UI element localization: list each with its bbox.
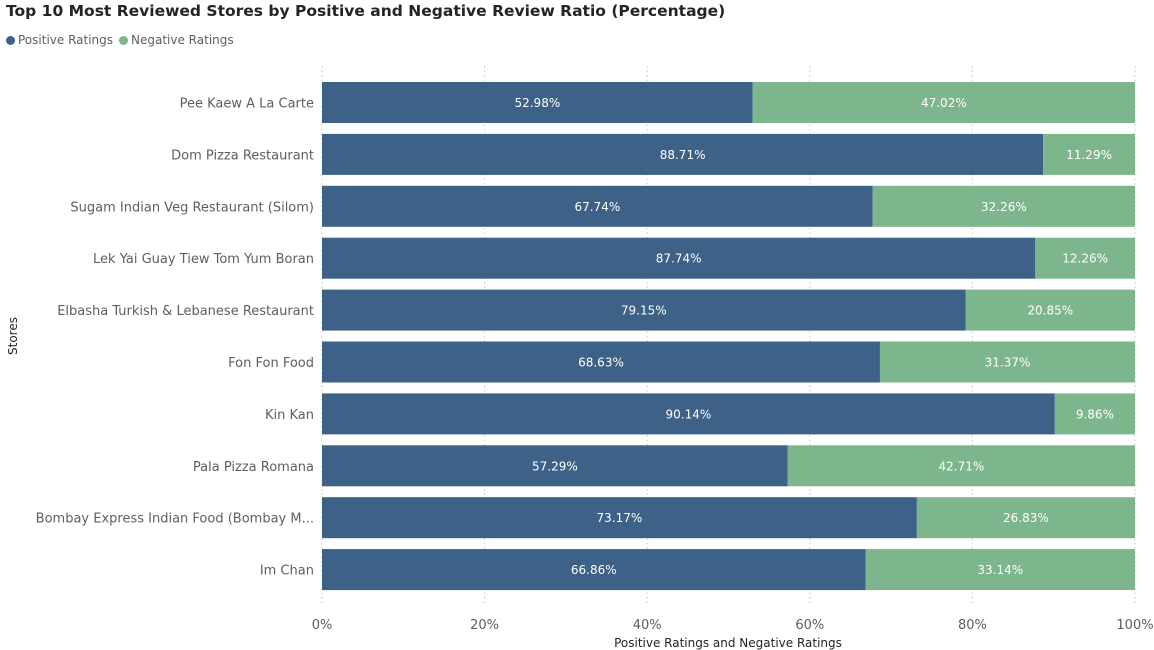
data-label-positive: 73.17% (597, 511, 643, 525)
bar-positive[interactable] (322, 549, 866, 591)
legend-item-negative[interactable]: Negative Ratings (119, 33, 234, 47)
category-label: Pee Kaew A La Carte (180, 97, 314, 112)
bar-negative[interactable] (916, 497, 1135, 539)
bar-positive[interactable] (322, 393, 1055, 435)
x-axis-title: Positive Ratings and Negative Ratings (614, 636, 842, 650)
data-label-negative: 11.29% (1066, 148, 1112, 162)
data-label-positive: 67.74% (574, 200, 620, 214)
category-label: Kin Kan (265, 408, 314, 423)
y-axis-title: Stores (6, 317, 20, 355)
data-label-negative: 12.26% (1062, 252, 1108, 266)
bar-positive[interactable] (322, 185, 873, 227)
bars: 52.98% 47.02% 88.71% 11.29% 67.74% 32.26% 87.7… (322, 82, 1135, 591)
data-label-negative: 42.71% (939, 459, 985, 473)
bar-positive[interactable] (322, 497, 917, 539)
x-tick-label: 20% (470, 618, 499, 633)
bar-negative[interactable] (879, 341, 1135, 383)
data-label-positive: 57.29% (532, 459, 578, 473)
bar-negative[interactable] (1035, 237, 1135, 279)
data-label-positive: 87.74% (656, 252, 702, 266)
category-label: Bombay Express Indian Food (Bombay M... (36, 512, 314, 527)
category-label: Dom Pizza Restaurant (171, 148, 314, 163)
bar-positive[interactable] (322, 82, 753, 123)
category-label: Pala Pizza Romana (193, 460, 314, 475)
x-tick-label: 60% (795, 618, 824, 633)
data-label-positive: 90.14% (666, 407, 712, 421)
bar-negative[interactable] (965, 289, 1135, 331)
bar-positive[interactable] (322, 445, 788, 487)
category-label: Sugam Indian Veg Restaurant (Silom) (70, 200, 314, 215)
data-label-positive: 79.15% (621, 304, 667, 318)
bar-positive[interactable] (322, 133, 1044, 175)
x-tick-label: 100% (1116, 618, 1153, 633)
legend-dot-negative-icon (119, 35, 129, 45)
data-label-positive: 52.98% (514, 96, 560, 110)
bar-positive[interactable] (322, 341, 880, 383)
bar-positive[interactable] (322, 237, 1036, 279)
legend-dot-positive-icon (6, 35, 15, 45)
chart-title: Top 10 Most Reviewed Stores by Positive … (6, 2, 726, 20)
data-label-positive: 68.63% (578, 356, 624, 370)
legend: Positive Ratings Negative Ratings (6, 33, 240, 47)
category-labels: Pee Kaew A La Carte Dom Pizza Restaurant S… (36, 97, 314, 579)
data-label-positive: 88.71% (660, 148, 706, 162)
category-label: Lek Yai Guay Tiew Tom Yum Boran (93, 252, 314, 267)
x-tick-label: 80% (958, 618, 987, 633)
bar-positive[interactable] (322, 289, 966, 331)
x-tick-label: 40% (633, 618, 662, 633)
bar-negative[interactable] (872, 185, 1135, 227)
data-label-negative: 20.85% (1027, 304, 1073, 318)
data-label-negative: 47.02% (921, 96, 967, 110)
data-label-negative: 32.26% (981, 200, 1027, 214)
category-label: Elbasha Turkish & Lebanese Restaurant (57, 304, 314, 319)
bar-negative[interactable] (1054, 393, 1135, 435)
bar-negative[interactable] (787, 445, 1135, 487)
legend-item-positive[interactable]: Positive Ratings (6, 33, 113, 47)
data-label-negative: 33.14% (977, 563, 1023, 577)
data-label-positive: 66.86% (571, 563, 617, 577)
data-label-negative: 26.83% (1003, 511, 1049, 525)
data-label-negative: 9.86% (1076, 407, 1114, 421)
category-label: Im Chan (260, 564, 314, 579)
legend-label-positive: Positive Ratings (18, 33, 114, 47)
category-label: Fon Fon Food (228, 356, 314, 371)
x-axis-ticks: 0% 20% 40% 60% 80% 100% (312, 618, 1154, 633)
legend-label-negative: Negative Ratings (131, 33, 234, 47)
bar-negative[interactable] (865, 549, 1135, 591)
bar-negative[interactable] (752, 82, 1135, 123)
data-label-negative: 31.37% (985, 356, 1031, 370)
bar-negative[interactable] (1043, 133, 1135, 175)
x-tick-label: 0% (312, 618, 333, 633)
